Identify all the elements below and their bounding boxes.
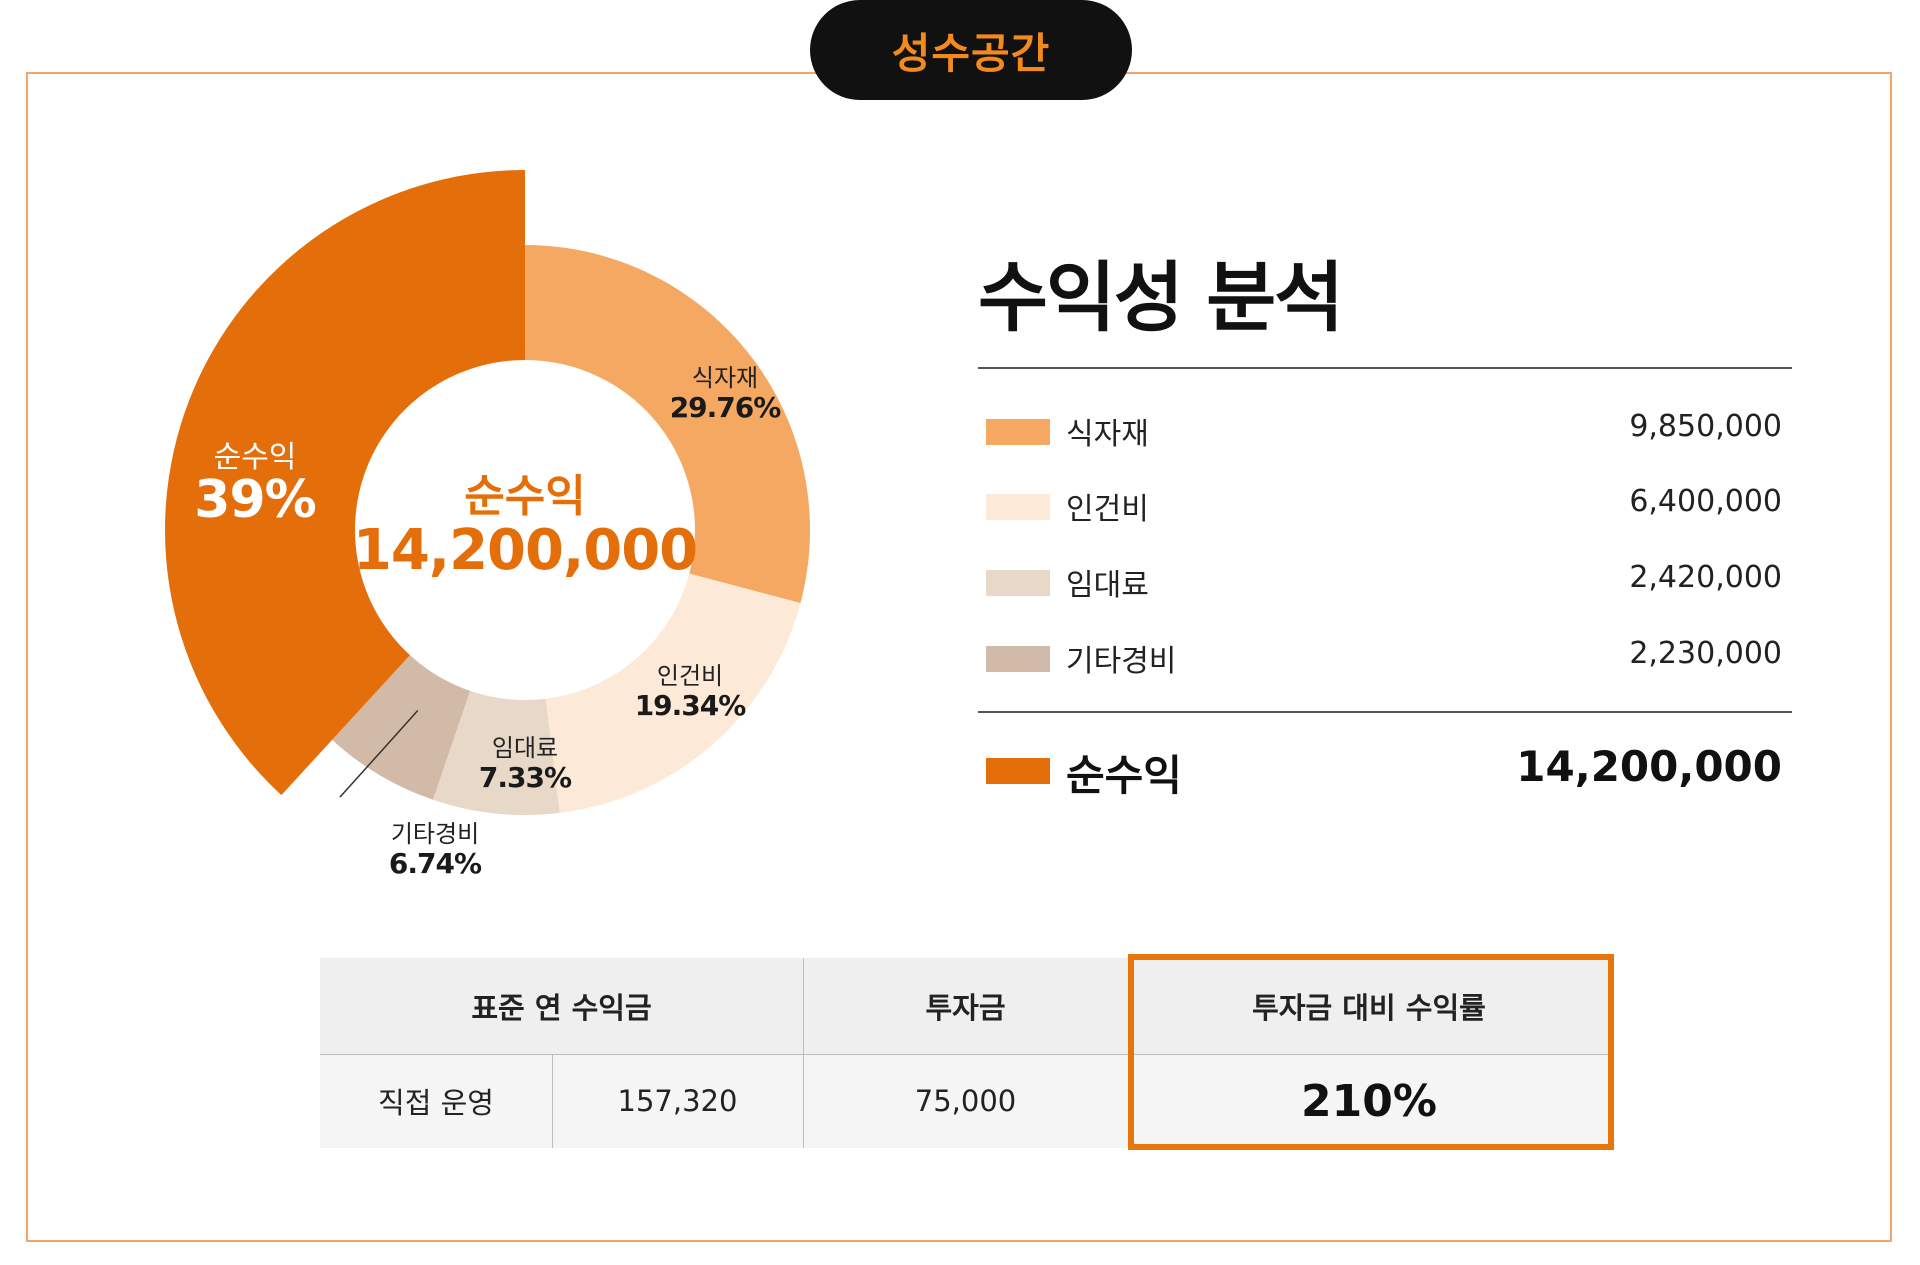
table-divider <box>1128 958 1129 1148</box>
center-value: 14,200,000 <box>352 518 698 583</box>
slice-rent <box>432 690 560 815</box>
label-labor-pct: 19.34% <box>634 689 747 722</box>
label-rent-pct: 7.33% <box>478 761 572 794</box>
header-annual-profit: 표준 연 수익금 <box>320 958 803 1054</box>
label-ingredients: 식자재 29.76% <box>665 364 785 424</box>
label-other: 기타경비 6.74% <box>375 820 495 880</box>
table-divider <box>320 1054 1610 1055</box>
label-profit-name: 순수익 <box>213 440 297 475</box>
header-roi: 투자금 대비 수익률 <box>1128 958 1610 1054</box>
legend-name: 인건비 <box>1066 492 1149 527</box>
legend-name: 식자재 <box>1066 417 1149 452</box>
label-profit-pct: 39% <box>194 470 316 530</box>
label-ingredients-pct: 29.76% <box>669 391 782 424</box>
cell-operation-type: 직접 운영 <box>320 1054 552 1148</box>
legend-name: 기타경비 <box>1066 644 1177 679</box>
label-rent-name: 임대료 <box>491 734 559 762</box>
leader-line-other <box>339 710 419 798</box>
label-rent: 임대료 7.33% <box>470 734 580 794</box>
legend-value: 9,850,000 <box>1629 409 1782 444</box>
legend-swatch <box>986 570 1050 596</box>
summary-table: 표준 연 수익금 투자금 투자금 대비 수익률 직접 운영 157,320 75… <box>320 958 1610 1148</box>
slice-other <box>332 655 471 800</box>
legend-swatch <box>986 646 1050 672</box>
legend-name: 임대료 <box>1066 568 1149 603</box>
slice-profit <box>165 170 525 796</box>
slice-labor <box>545 573 801 813</box>
cell-roi: 210% <box>1128 1054 1610 1148</box>
legend-swatch <box>986 419 1050 445</box>
label-ingredients-name: 식자재 <box>691 364 759 392</box>
table-divider <box>803 958 804 1148</box>
legend-value: 2,420,000 <box>1629 560 1782 595</box>
legend-row-ingredients: 식자재 9,850,000 <box>986 405 1782 455</box>
legend-value: 2,230,000 <box>1629 636 1782 671</box>
legend-row-other: 기타경비 2,230,000 <box>986 632 1782 682</box>
table-divider <box>552 1054 553 1148</box>
store-tag: 성수공간 <box>810 0 1132 100</box>
cell-annual-profit: 157,320 <box>552 1054 803 1148</box>
label-labor-name: 인건비 <box>656 662 724 690</box>
legend-row-labor: 인건비 6,400,000 <box>986 480 1782 530</box>
legend-name: 순수익 <box>1066 751 1182 800</box>
legend-row-rent: 임대료 2,420,000 <box>986 556 1782 606</box>
center-label: 순수익 <box>464 471 586 522</box>
label-profit: 순수익 39% <box>180 440 330 530</box>
legend-value: 6,400,000 <box>1629 484 1782 519</box>
label-other-pct: 6.74% <box>388 847 482 880</box>
legend-value: 14,200,000 <box>1516 742 1782 791</box>
top-rule <box>978 367 1792 369</box>
legend-swatch <box>986 758 1050 784</box>
donut-chart <box>165 170 810 815</box>
header-investment: 투자금 <box>803 958 1128 1054</box>
legend-swatch <box>986 494 1050 520</box>
label-labor: 인건비 19.34% <box>625 662 755 722</box>
slice-ingredients <box>525 245 810 604</box>
bottom-rule <box>978 711 1792 713</box>
legend-row-profit: 순수익 14,200,000 <box>986 742 1782 800</box>
page-title: 수익성 분석 <box>978 253 1344 342</box>
cell-investment: 75,000 <box>803 1054 1128 1148</box>
label-other-name: 기타경비 <box>390 820 480 848</box>
